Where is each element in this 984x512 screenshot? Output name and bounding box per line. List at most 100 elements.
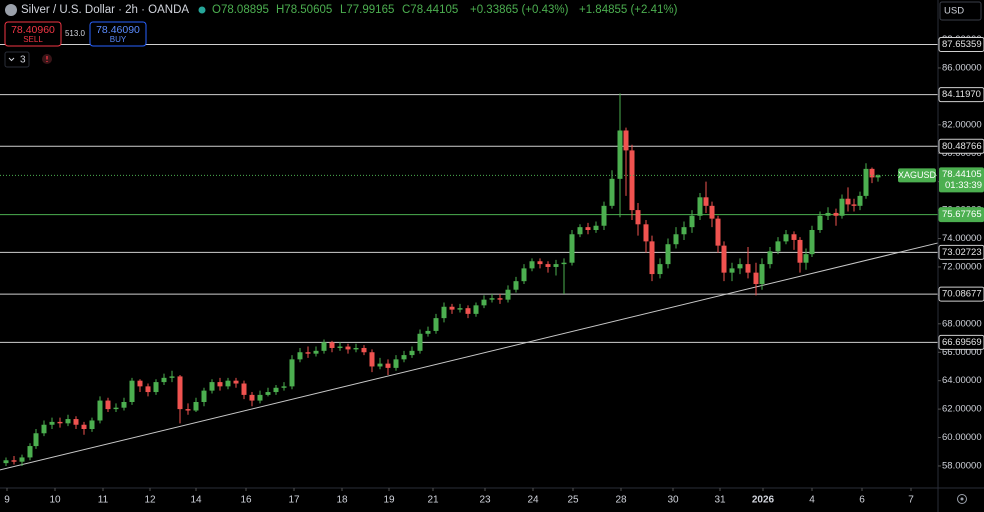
candle-body — [737, 264, 743, 269]
candle-body — [225, 380, 231, 387]
candle-body — [839, 198, 845, 216]
candle-body — [759, 264, 765, 285]
x-tick-label: 24 — [527, 495, 539, 506]
candle-body — [233, 380, 239, 384]
candle-body — [27, 446, 33, 458]
ohlc-low: L77.99165 — [340, 4, 394, 16]
candle-body — [729, 268, 735, 273]
level-label: 73.02723 — [942, 247, 982, 258]
candle-body — [337, 346, 343, 348]
sell-button[interactable]: 78.40960 SELL — [4, 21, 62, 47]
candle-body — [593, 225, 599, 230]
candle-body — [875, 175, 881, 178]
x-tick-label: 18 — [336, 495, 348, 506]
candle-body — [281, 386, 287, 388]
buy-label[interactable]: BUY — [110, 35, 127, 44]
level-label: 70.08677 — [942, 289, 982, 300]
level-label: 84.11970 — [942, 89, 981, 100]
level-label-box — [938, 138, 984, 154]
x-tick-label: 30 — [667, 495, 679, 506]
candle-body — [721, 245, 727, 273]
candle-body — [153, 382, 159, 393]
candle-body — [353, 347, 359, 350]
candle-body — [833, 212, 839, 216]
y-tick-label: 74.00000 — [942, 233, 982, 244]
candle-body — [553, 264, 559, 267]
buy-price[interactable]: 78.46090 — [96, 24, 140, 36]
candle-body — [81, 424, 87, 430]
ohlc-open: O78.08895 — [212, 4, 269, 16]
currency[interactable]: USD — [944, 6, 964, 17]
ohlc-high: H78.50605 — [276, 4, 332, 16]
level-label-box — [938, 244, 984, 260]
candle-body — [473, 305, 479, 314]
sell-box[interactable] — [4, 21, 62, 47]
last-price-box — [939, 167, 984, 193]
x-tick-label: 14 — [190, 495, 202, 506]
candle-body — [49, 421, 55, 425]
indicators-toggle[interactable]: 3 — [4, 51, 30, 68]
candle-body — [635, 210, 641, 225]
candle-body — [817, 215, 823, 230]
candle-body — [3, 460, 9, 464]
candle-body — [745, 264, 751, 273]
candle-body — [545, 264, 551, 267]
candle-body — [313, 350, 319, 354]
candle-body — [145, 386, 151, 393]
candle-body — [177, 376, 183, 410]
symbol-icon — [5, 4, 17, 16]
currency-box[interactable] — [939, 1, 982, 21]
level-label: 87.65359 — [942, 39, 982, 50]
level-label-box — [938, 87, 984, 103]
candle-body — [585, 227, 591, 230]
candle-body — [361, 347, 367, 353]
candle-body — [105, 400, 111, 410]
buy-button[interactable]: 78.46090 BUY — [89, 21, 147, 47]
y-tick-label: 68.00000 — [942, 318, 982, 329]
symbol-tag-box — [898, 168, 936, 183]
chevron-icon[interactable] — [8, 57, 15, 62]
candle-body — [377, 363, 383, 367]
x-tick-label: 31 — [714, 495, 726, 506]
x-tick-label: 16 — [240, 495, 252, 506]
x-tick-label: 6 — [859, 495, 865, 506]
indicators-count[interactable]: 3 — [20, 55, 26, 66]
x-tick-label: 12 — [144, 495, 156, 506]
candle-body — [845, 198, 851, 205]
candle-body — [623, 130, 629, 151]
candle-body — [851, 204, 857, 206]
candle-body — [715, 218, 721, 246]
candle-body — [529, 261, 535, 269]
candle-body — [649, 241, 655, 275]
candle-body — [433, 318, 439, 331]
candle-body — [193, 401, 199, 411]
buy-box[interactable] — [89, 21, 147, 47]
y-tick-label: 62.00000 — [942, 404, 982, 415]
change-total: +1.84855 (+2.41%) — [579, 4, 678, 16]
level-label-box — [938, 207, 984, 223]
candle-body — [409, 350, 415, 356]
candle-body — [783, 234, 789, 242]
sell-price[interactable]: 78.40960 — [11, 24, 55, 36]
candle-body — [19, 457, 25, 462]
candle-body — [457, 308, 463, 310]
settings-button[interactable] — [957, 494, 967, 504]
y-tick-label: 66.00000 — [942, 347, 982, 358]
settings-icon[interactable] — [957, 494, 967, 504]
candle-body — [753, 272, 759, 285]
sell-label[interactable]: SELL — [23, 35, 43, 44]
indicators-box[interactable] — [4, 51, 30, 68]
currency-select[interactable]: USD — [939, 1, 982, 21]
candle-body — [273, 387, 279, 393]
candle-body — [89, 420, 95, 430]
candle-body — [57, 421, 63, 424]
candle-body — [825, 212, 831, 216]
candle-body — [869, 168, 875, 178]
candle-body — [657, 264, 663, 275]
candle-body — [241, 383, 247, 395]
level-label-box — [938, 334, 984, 350]
chart-title: Silver / U.S. Dollar · 2h · OANDA — [21, 4, 189, 16]
candle-body — [629, 150, 635, 211]
candle-body — [689, 215, 695, 228]
